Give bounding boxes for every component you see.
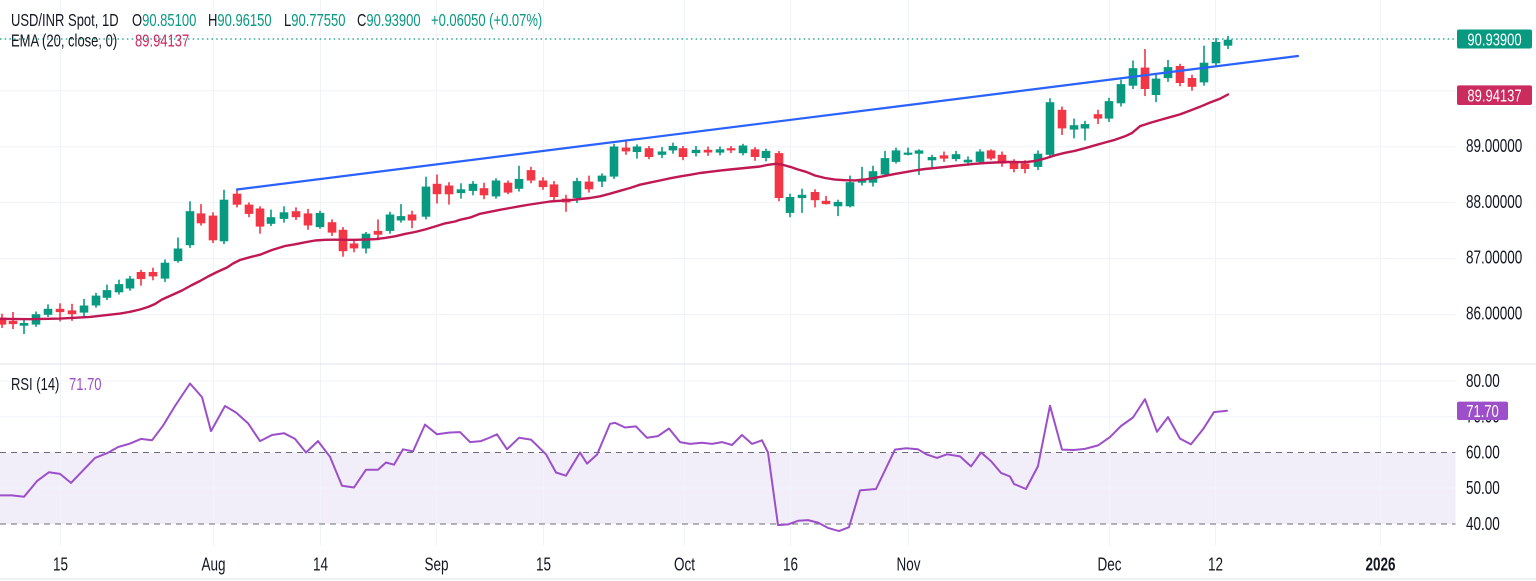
svg-text:89.94137: 89.94137 (1467, 87, 1521, 106)
svg-text:USD/INR Spot, 1D: USD/INR Spot, 1D (11, 11, 119, 30)
svg-text:50.00: 50.00 (1466, 478, 1500, 498)
svg-text:89.94137: 89.94137 (135, 31, 189, 50)
svg-text:EMA (20, close, 0): EMA (20, close, 0) (11, 31, 117, 50)
svg-text:+0.06050 (+0.07%): +0.06050 (+0.07%) (431, 11, 542, 30)
svg-text:Aug: Aug (202, 555, 226, 575)
svg-text:Oct: Oct (674, 555, 695, 575)
svg-text:2026: 2026 (1365, 555, 1395, 575)
svg-text:86.00000: 86.00000 (1466, 304, 1522, 324)
svg-text:12: 12 (1208, 555, 1223, 575)
svg-text:15: 15 (53, 555, 68, 575)
svg-text:71.70: 71.70 (69, 375, 102, 394)
svg-text:90.93900: 90.93900 (1467, 30, 1521, 49)
svg-text:O90.85100: O90.85100 (132, 11, 196, 30)
svg-text:H90.96150: H90.96150 (208, 11, 272, 30)
svg-text:60.00: 60.00 (1466, 443, 1500, 463)
svg-text:C90.93900: C90.93900 (357, 11, 421, 30)
svg-text:RSI (14): RSI (14) (11, 375, 59, 394)
svg-text:L90.77550: L90.77550 (284, 11, 345, 30)
svg-text:40.00: 40.00 (1466, 514, 1500, 534)
svg-text:88.00000: 88.00000 (1466, 192, 1522, 212)
svg-text:87.00000: 87.00000 (1466, 248, 1522, 268)
svg-text:15: 15 (536, 555, 551, 575)
svg-text:71.70: 71.70 (1466, 402, 1499, 421)
svg-text:80.00: 80.00 (1466, 371, 1500, 391)
svg-text:16: 16 (783, 555, 798, 575)
svg-text:Dec: Dec (1098, 555, 1122, 575)
svg-text:Nov: Nov (897, 555, 921, 575)
svg-text:Sep: Sep (425, 555, 449, 575)
svg-text:14: 14 (313, 555, 328, 575)
svg-text:89.00000: 89.00000 (1466, 136, 1522, 156)
